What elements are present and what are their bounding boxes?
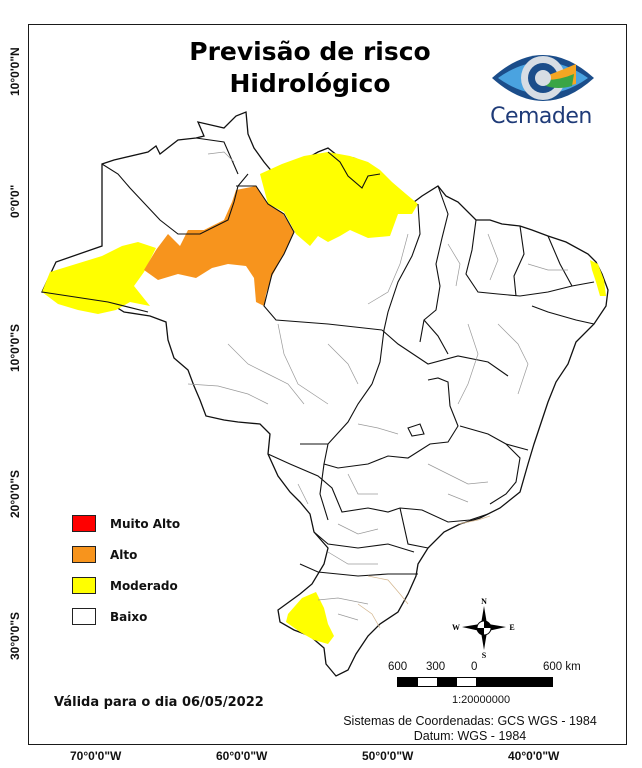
state-borders (41, 137, 595, 577)
risk-area-moderado-east (590, 260, 606, 296)
legend-label: Alto (110, 547, 138, 562)
legend-item-baixo: Baixo (72, 601, 180, 632)
legend-swatch-muito-alto (72, 515, 96, 532)
scale-ratio: 1:20000000 (452, 694, 511, 706)
lat-label-0: 0°0'0" (8, 184, 22, 218)
compass-n: N (481, 597, 487, 606)
coordinate-system: Sistemas de Coordenadas: GCS WGS - 1984 (343, 714, 597, 728)
map-title: Previsão de risco Hidrológico (150, 36, 470, 100)
lon-label-50w: 50°0'0"W (362, 749, 414, 763)
region-borders-south (357, 515, 491, 629)
lat-label-10n: 10°0'0"N (8, 47, 22, 96)
legend-swatch-moderado (72, 577, 96, 594)
lat-label-20s: 20°0'0"S (8, 469, 22, 518)
compass-e: E (509, 623, 514, 632)
scale-label-0: 0 (471, 661, 478, 673)
risk-area-moderado-south (286, 592, 334, 644)
compass-w: W (452, 623, 460, 632)
scale-bar (397, 677, 553, 687)
scale-label-300: 300 (426, 661, 446, 673)
cemaden-eye-logo-icon (492, 55, 594, 101)
lon-label-70w: 70°0'0"W (70, 749, 122, 763)
legend-label: Muito Alto (110, 516, 181, 531)
scale-label-600-km: 600 km (543, 661, 581, 673)
cemaden-logo-text: Cemaden (490, 104, 592, 129)
lon-label-40w: 40°0'0"W (508, 749, 560, 763)
legend-label: Baixo (110, 609, 148, 624)
map-title-line1: Previsão de risco (189, 37, 431, 66)
risk-area-alto (144, 186, 294, 306)
legend-swatch-alto (72, 546, 96, 563)
legend-item-alto: Alto (72, 539, 180, 570)
compass-rose-icon: N S W E (452, 597, 515, 660)
lat-label-10s: 10°0'0"S (8, 323, 22, 372)
compass-s: S (482, 651, 487, 660)
coordinate-datum: Datum: WGS - 1984 (413, 729, 527, 743)
legend-item-moderado: Moderado (72, 570, 180, 601)
legend-item-muito-alto: Muito Alto (72, 508, 180, 539)
legend-label: Moderado (110, 578, 178, 593)
legend-swatch-baixo (72, 608, 96, 625)
map-title-line2: Hidrológico (229, 69, 391, 98)
region-borders (187, 151, 568, 621)
scale-label-600-left: 600 (388, 661, 408, 673)
legend: Muito Alto Alto Moderado Baixo (72, 508, 180, 632)
risk-area-moderado-north (260, 152, 418, 246)
lat-label-30s: 30°0'0"S (8, 611, 22, 660)
validity-date: Válida para o dia 06/05/2022 (54, 695, 264, 710)
brazil-map (41, 111, 609, 677)
lon-label-60w: 60°0'0"W (216, 749, 268, 763)
